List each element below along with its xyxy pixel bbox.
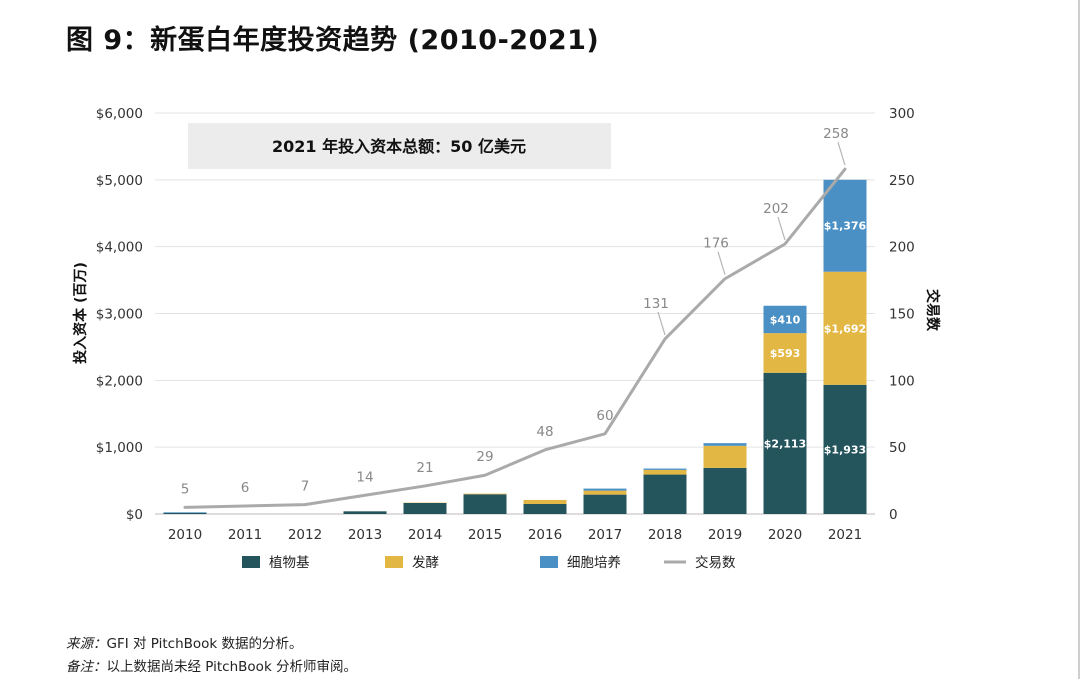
y-tick-label: $5,000 [96, 173, 143, 189]
bar-data-label: $1,692 [824, 322, 866, 335]
y-tick-label: $0 [126, 507, 143, 523]
page-edge [1078, 0, 1080, 679]
bar-segment [583, 490, 627, 495]
bar-data-label: $410 [770, 313, 801, 326]
y-tick-label: $1,000 [96, 440, 143, 456]
y-tick-label: $3,000 [96, 307, 143, 323]
legend-swatch [242, 556, 260, 568]
chart-title: 图 9：新蛋白年度投资趋势 (2010-2021) [66, 25, 600, 56]
bar-segment [163, 512, 207, 514]
bar-segment [583, 494, 627, 514]
y-tick-label: $6,000 [96, 106, 143, 122]
x-tick-label: 2019 [708, 527, 742, 543]
legend-label: 植物基 [269, 554, 310, 571]
bar-segment [643, 468, 687, 470]
leader-line [717, 251, 726, 275]
x-tick-label: 2010 [168, 527, 202, 543]
y-axis-label: 投入资本 (百万) [72, 262, 89, 364]
note-text: 以上数据尚未经 PitchBook 分析师审阅。 [106, 659, 358, 675]
bar-data-label: $1,933 [824, 443, 866, 456]
y-right-tick-label: 0 [889, 507, 898, 523]
line-data-label: 29 [476, 449, 493, 465]
legend-label: 细胞培养 [567, 555, 621, 571]
bar-segment [763, 372, 807, 514]
line-data-label: 21 [416, 460, 433, 476]
x-tick-label: 2014 [408, 527, 442, 543]
bar-data-label: $1,376 [824, 220, 867, 233]
bar-segment [583, 488, 627, 491]
legend-label: 交易数 [695, 554, 736, 571]
bar-data-label: $593 [770, 347, 801, 360]
leader-line [657, 311, 666, 336]
legend-swatch [540, 556, 558, 568]
source-label: 来源： [66, 636, 107, 652]
x-tick-label: 2012 [288, 527, 322, 543]
note-label: 备注： [66, 659, 107, 675]
line-data-label: 202 [763, 201, 789, 217]
y-tick-label: $4,000 [96, 240, 143, 256]
x-tick-label: 2021 [828, 527, 862, 543]
bar-segment [523, 503, 567, 514]
annotation-text: 2021 年投入资本总额：50 亿美元 [272, 137, 526, 156]
bar-segment [463, 493, 507, 495]
bar-segment [703, 445, 747, 468]
bar-segment [643, 474, 687, 514]
note-line: 备注：以上数据尚未经 PitchBook 分析师审阅。 [66, 655, 357, 675]
annotation-box [188, 123, 611, 169]
bar-data-label: $2,113 [764, 437, 806, 450]
y-tick-label: $2,000 [96, 373, 143, 389]
bar-segment [703, 443, 747, 446]
x-tick-label: 2017 [588, 527, 622, 543]
line-data-label: 176 [703, 236, 729, 252]
deal-count-line [183, 167, 847, 509]
bar-segment [703, 467, 747, 514]
x-tick-label: 2015 [468, 527, 502, 543]
line-data-label: 14 [356, 469, 373, 485]
y-right-tick-label: 200 [889, 240, 915, 256]
leader-line [777, 216, 786, 241]
legend-label: 发酵 [412, 555, 439, 571]
bar-segment [643, 469, 687, 475]
y-right-tick-label: 100 [889, 373, 915, 389]
x-tick-label: 2013 [348, 527, 382, 543]
bar-segment [463, 494, 507, 514]
source-line: 来源：GFI 对 PitchBook 数据的分析。 [66, 632, 303, 652]
bar-segment [823, 271, 867, 385]
bar-segment [163, 512, 207, 513]
bar-segment [763, 305, 807, 334]
bar-segment [763, 333, 807, 373]
x-tick-label: 2018 [648, 527, 682, 543]
line-data-label: 60 [596, 408, 613, 424]
legend-swatch [385, 556, 403, 568]
line-data-label: 6 [241, 480, 250, 496]
y-right-tick-label: 150 [889, 307, 915, 323]
x-tick-label: 2020 [768, 527, 802, 543]
bar-segment [343, 511, 387, 514]
y-right-tick-label: 300 [889, 106, 915, 122]
source-text: GFI 对 PitchBook 数据的分析。 [106, 636, 303, 652]
line-data-label: 7 [301, 479, 310, 495]
x-tick-label: 2011 [228, 527, 262, 543]
leader-line [837, 141, 846, 166]
bar-segment [523, 499, 567, 504]
line-data-label: 131 [643, 296, 669, 312]
bar-segment [823, 179, 867, 272]
y-right-axis-label: 交易数 [924, 289, 941, 332]
line-data-label: 258 [823, 126, 849, 142]
bar-segment [823, 384, 867, 514]
y-right-tick-label: 50 [889, 440, 906, 456]
line-data-label: 48 [536, 424, 553, 440]
y-right-tick-label: 250 [889, 173, 915, 189]
x-tick-label: 2016 [528, 527, 562, 543]
line-data-label: 5 [181, 481, 190, 497]
bar-segment [403, 502, 447, 514]
